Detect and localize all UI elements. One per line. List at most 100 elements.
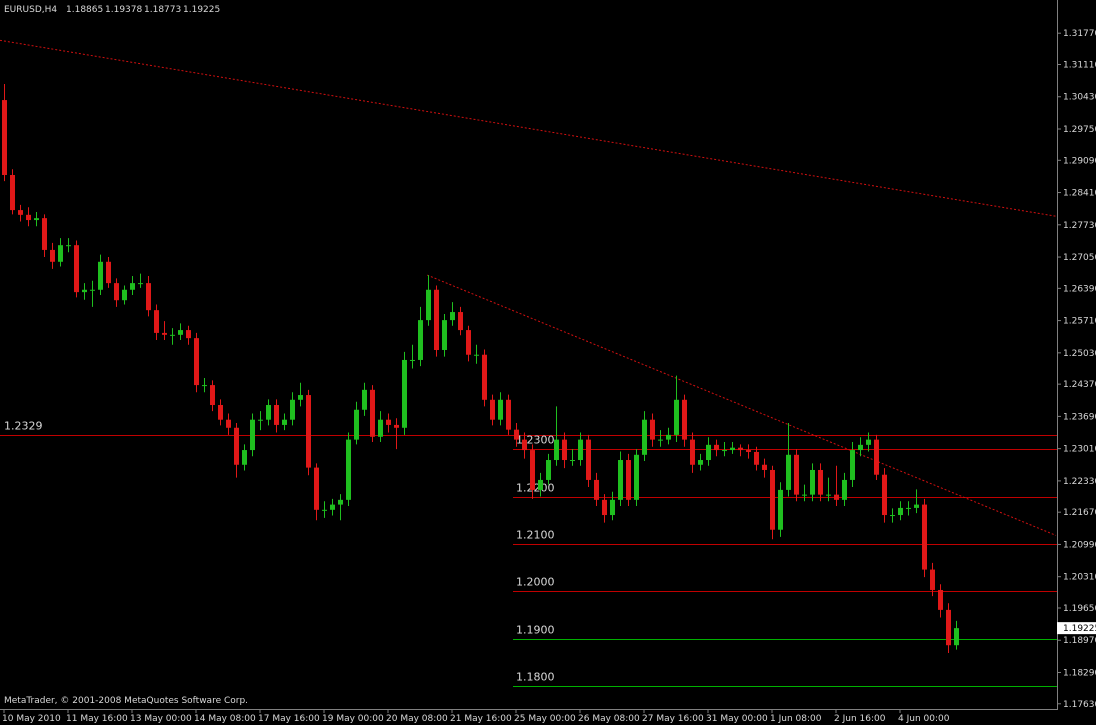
y-tick-label: 1.21670 [1063,508,1096,518]
candle-body [34,218,39,221]
candle-body [554,439,559,461]
y-tick-label: 1.25030 [1063,349,1096,359]
x-tick-label: 19 May 00:00 [322,714,384,724]
candle-body [818,469,823,495]
candle-body [906,507,911,509]
candle-body [602,499,607,516]
candle-body [666,434,671,440]
x-tick-label: 2 Jun 16:00 [834,714,886,724]
candle-body [890,515,895,517]
candle-body [58,245,63,262]
candle-body [634,454,639,500]
candle-body [626,460,631,500]
candle-body [18,210,23,215]
candle-body [714,444,719,451]
candle-body [866,439,871,445]
trend-line [0,39,1057,217]
candle-body [858,444,863,451]
level-label: 1.2200 [516,482,555,495]
candle-body [650,419,655,440]
candle-body [170,334,175,336]
x-tick-label: 21 May 16:00 [450,714,512,724]
candle-body [658,439,663,441]
candle-body [282,419,287,425]
candle-body [226,419,231,428]
candle-body [826,494,831,496]
x-tick-label: 26 May 08:00 [578,714,640,724]
level-label: 1.2100 [516,529,555,542]
candle-body [722,450,727,452]
candle-body [330,504,335,510]
candle-body [242,450,247,465]
ohlc-high: 1.19378 [105,5,142,15]
x-tick-label: 1 Jun 08:00 [770,714,822,724]
candle-body [914,504,919,508]
candle-body [26,214,31,221]
candle-body [514,429,519,440]
candle-body [74,245,79,293]
candle-body [474,354,479,356]
candle-body [10,174,15,211]
price-line-label: 1.2329 [4,420,43,433]
y-tick-label: 1.23010 [1063,445,1096,455]
candle-body [922,504,927,570]
candle-body [314,467,319,510]
y-tick-label: 1.25710 [1063,317,1096,327]
candle-body [690,439,695,465]
level-label: 1.1900 [516,624,555,637]
candle-body [434,289,439,350]
x-tick-label: 11 May 16:00 [66,714,128,724]
candle-body [186,330,191,339]
candle-body [210,385,215,406]
candle-body [130,283,135,290]
candle-body [42,218,47,250]
candle-body [202,385,207,387]
candle-body [546,460,551,480]
candle-body [898,507,903,516]
candle-body [442,320,447,350]
candle-body [562,439,567,461]
y-tick-label: 1.28410 [1063,189,1096,199]
y-tick-label: 1.30430 [1063,93,1096,103]
candle-body [234,427,239,465]
current-price-box [1057,622,1096,635]
symbol: EURUSD,H4 [4,5,57,15]
candle-body [834,494,839,500]
y-tick-label: 1.27730 [1063,221,1096,231]
y-tick-label: 1.29750 [1063,125,1096,135]
x-tick-label: 25 May 00:00 [514,714,576,724]
candle-body [530,450,535,490]
candle-body [426,289,431,321]
candle-body [938,589,943,610]
candle-body [394,424,399,428]
candle-body [522,439,527,451]
y-tick-label: 1.19650 [1063,604,1096,614]
candle-body [794,454,799,495]
x-tick-label: 4 Jun 00:00 [898,714,950,724]
y-tick-label: 1.17630 [1063,700,1096,710]
y-tick-label: 1.31110 [1063,60,1096,70]
candle-body [842,479,847,500]
candle-body [610,499,615,516]
candle-body [410,359,415,361]
candle-body [402,359,407,428]
candle-body [570,460,575,462]
candle-body [762,464,767,470]
candle-body [850,450,855,480]
x-tick-label: 27 May 16:00 [642,714,704,724]
level-label: 1.2000 [516,576,555,589]
ohlc-open: 1.18865 [66,5,103,15]
y-tick-label: 1.26390 [1063,284,1096,294]
candle-body [642,419,647,455]
candle-body [538,479,543,490]
candle-body [266,405,271,420]
candle-body [418,320,423,360]
y-tick-label: 1.18970 [1063,636,1096,646]
candle-body [154,310,159,333]
candle-body [506,399,511,430]
y-tick-label: 1.31770 [1063,29,1096,39]
candle-body [90,289,95,291]
candle-body [362,389,367,410]
candle-body [162,332,167,335]
candle-body [450,312,455,321]
